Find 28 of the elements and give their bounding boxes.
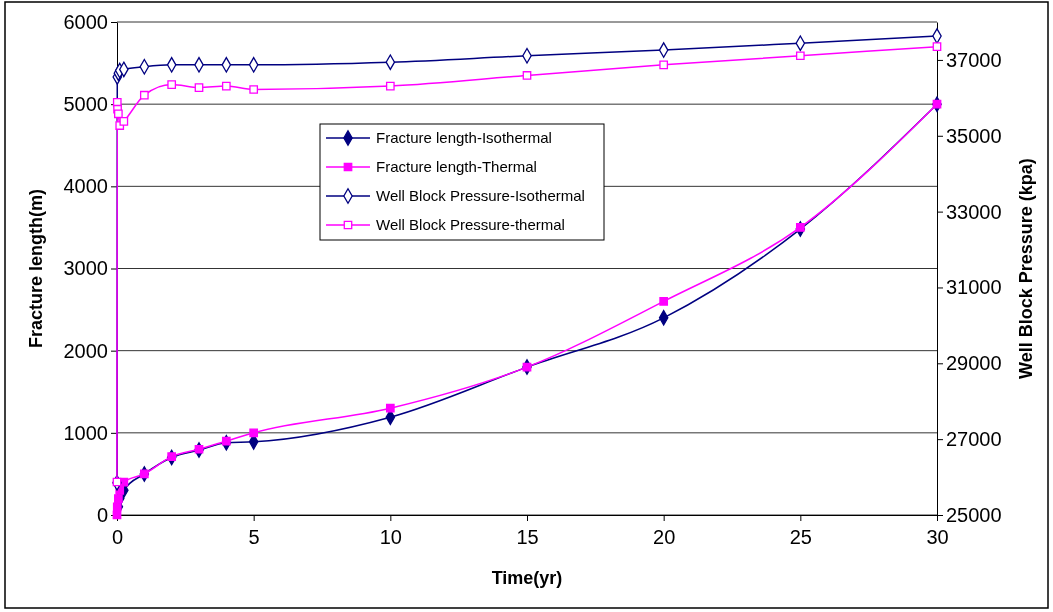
y-tick-label: 2000: [63, 339, 108, 362]
x-tick-label: 20: [653, 526, 676, 548]
y-tick-label: 3000: [63, 257, 108, 280]
y2-tick-label: 29000: [946, 352, 1002, 375]
y-tick-label: 5000: [63, 93, 108, 116]
x-tick-label: 10: [379, 526, 402, 548]
y2-tick-label: 37000: [946, 48, 1002, 71]
legend-label: Well Block Pressure-thermal: [376, 216, 565, 233]
y2-tick-label: 25000: [946, 503, 1002, 526]
x-tick-label: 15: [516, 526, 539, 548]
y-tick-label: 0: [96, 503, 108, 526]
x-tick-label: 0: [111, 526, 124, 548]
y-tick-label: 4000: [63, 175, 108, 198]
y-axis-title: Fracture length(m): [26, 188, 46, 349]
legend-label: Well Block Pressure-Isothermal: [376, 187, 585, 204]
legend-label: Fracture length-Thermal: [376, 158, 537, 175]
y2-tick-label: 35000: [946, 124, 1002, 147]
y-tick-label: 1000: [63, 421, 108, 444]
y2-axis-title: Well Block Pressure (kpa): [1016, 158, 1036, 379]
legend-label: Fracture length-Isothermal: [376, 129, 552, 146]
y2-tick-label: 33000: [946, 200, 1002, 223]
x-tick-label: 25: [789, 526, 812, 548]
y2-tick-label: 31000: [946, 276, 1002, 299]
x-axis-title: Time(yr): [491, 568, 563, 588]
y2-tick-label: 27000: [946, 428, 1002, 451]
y-tick-label: 6000: [63, 10, 108, 33]
x-tick-label: 5: [248, 526, 260, 548]
x-tick-label: 30: [926, 526, 949, 548]
